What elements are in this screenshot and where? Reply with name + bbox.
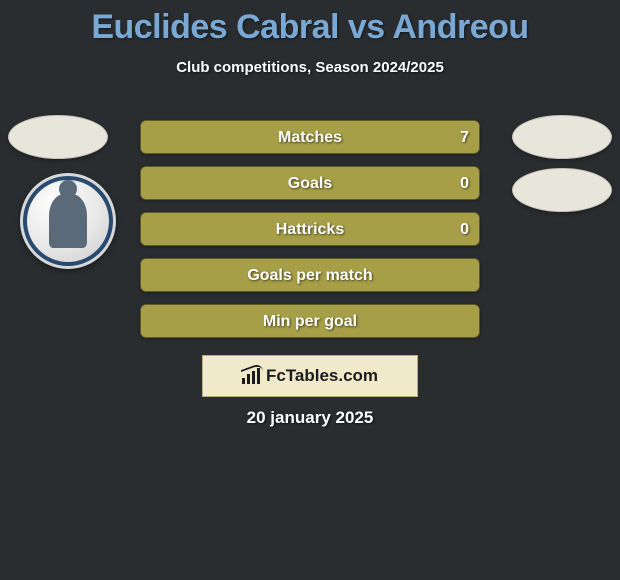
- club-badge-inner: [27, 180, 109, 262]
- bar-right-value: 7: [460, 121, 469, 154]
- bar-label: Goals per match: [141, 259, 479, 292]
- brand-chart-icon: [242, 368, 262, 384]
- bar-label: Goals: [141, 167, 479, 200]
- stat-bar: Matches7: [140, 120, 480, 154]
- left-club-badge: [20, 173, 116, 269]
- stat-bar: Goals per match: [140, 258, 480, 292]
- bar-label: Hattricks: [141, 213, 479, 246]
- right-national-crest-1: [512, 115, 612, 159]
- bar-label: Min per goal: [141, 305, 479, 338]
- bar-right-value: 0: [460, 167, 469, 200]
- page-title: Euclides Cabral vs Andreou: [0, 0, 620, 47]
- right-national-crest-2: [512, 168, 612, 212]
- stat-bar: Hattricks0: [140, 212, 480, 246]
- brand-box[interactable]: FcTables.com: [202, 355, 418, 397]
- brand-text: FcTables.com: [266, 366, 378, 386]
- bar-label: Matches: [141, 121, 479, 154]
- subtitle: Club competitions, Season 2024/2025: [0, 59, 620, 76]
- stat-bar: Goals0: [140, 166, 480, 200]
- date-label: 20 january 2025: [0, 408, 620, 428]
- stat-bars: Matches7Goals0Hattricks0Goals per matchM…: [140, 120, 480, 350]
- comparison-card: Euclides Cabral vs Andreou Club competit…: [0, 0, 620, 580]
- club-badge-figure-icon: [49, 194, 87, 248]
- left-national-crest: [8, 115, 108, 159]
- stat-bar: Min per goal: [140, 304, 480, 338]
- bar-right-value: 0: [460, 213, 469, 246]
